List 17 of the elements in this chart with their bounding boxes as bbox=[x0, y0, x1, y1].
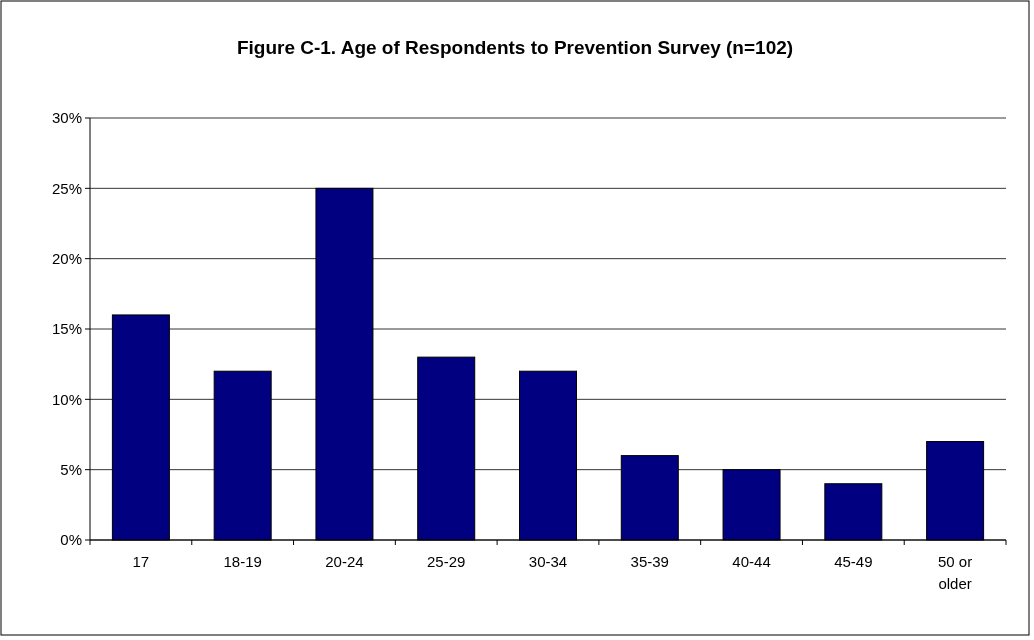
y-tick-label: 5% bbox=[60, 460, 82, 478]
y-tick-label: 10% bbox=[51, 390, 82, 408]
x-tick-label: 25-29 bbox=[427, 553, 466, 570]
x-tick-label: 40-44 bbox=[732, 553, 771, 570]
x-tick-label: 18-19 bbox=[223, 553, 262, 570]
y-tick-label: 20% bbox=[51, 249, 82, 267]
x-tick-label: 20-24 bbox=[325, 553, 364, 570]
y-tick-label: 15% bbox=[51, 320, 82, 338]
x-tick-label: 30-34 bbox=[528, 553, 568, 570]
chart-title: Figure C-1. Age of Respondents to Prevention Survey (n=102) bbox=[236, 37, 794, 58]
y-tick-label: 0% bbox=[60, 531, 82, 549]
x-tick-label: 50 or older bbox=[938, 553, 973, 592]
x-tick-label: 35-39 bbox=[630, 553, 669, 570]
y-tick-label: 30% bbox=[51, 109, 82, 127]
x-tick-label: 45-49 bbox=[834, 553, 873, 570]
y-tick-label: 25% bbox=[51, 179, 82, 197]
x-tick-label: 17 bbox=[132, 553, 150, 570]
